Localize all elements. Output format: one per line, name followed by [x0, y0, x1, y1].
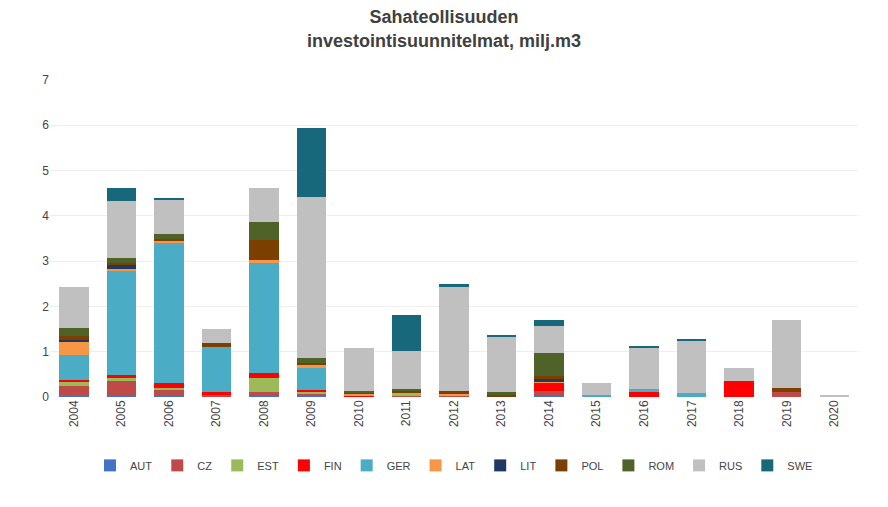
svg-text:2010: 2010 [352, 400, 366, 427]
svg-text:AUT: AUT [130, 460, 152, 472]
svg-text:LIT: LIT [520, 460, 536, 472]
svg-text:2011: 2011 [399, 400, 413, 426]
svg-text:2005: 2005 [114, 400, 128, 427]
svg-text:6: 6 [42, 118, 49, 132]
svg-text:3: 3 [42, 254, 49, 268]
svg-text:2: 2 [42, 300, 49, 314]
svg-text:2009: 2009 [304, 400, 318, 427]
svg-text:EST: EST [257, 460, 279, 472]
svg-text:1: 1 [42, 345, 49, 359]
svg-text:5: 5 [42, 164, 49, 178]
svg-text:GER: GER [387, 460, 411, 472]
svg-text:2004: 2004 [67, 400, 81, 427]
svg-text:SWE: SWE [787, 460, 812, 472]
svg-text:0: 0 [42, 390, 49, 404]
svg-text:2014: 2014 [542, 400, 556, 427]
svg-text:2015: 2015 [589, 400, 603, 427]
svg-text:LAT: LAT [456, 460, 476, 472]
svg-text:2017: 2017 [685, 400, 699, 427]
svg-text:Sahateollisuudeninvestointisuu: Sahateollisuudeninvestointisuunnitelmat,… [307, 7, 581, 50]
svg-text:RUS: RUS [719, 460, 742, 472]
svg-text:ROM: ROM [648, 460, 674, 472]
svg-text:2018: 2018 [732, 400, 746, 427]
svg-text:FIN: FIN [324, 460, 342, 472]
svg-text:2013: 2013 [494, 400, 508, 427]
svg-text:2007: 2007 [209, 400, 223, 427]
svg-text:2008: 2008 [257, 400, 271, 427]
svg-text:4: 4 [42, 209, 49, 223]
svg-text:CZ: CZ [197, 460, 212, 472]
svg-text:2016: 2016 [637, 400, 651, 427]
svg-text:POL: POL [581, 460, 603, 472]
svg-text:2006: 2006 [162, 400, 176, 427]
svg-text:2012: 2012 [447, 400, 461, 427]
svg-text:2019: 2019 [780, 400, 794, 427]
svg-text:7: 7 [42, 73, 49, 87]
svg-text:2020: 2020 [827, 400, 841, 427]
